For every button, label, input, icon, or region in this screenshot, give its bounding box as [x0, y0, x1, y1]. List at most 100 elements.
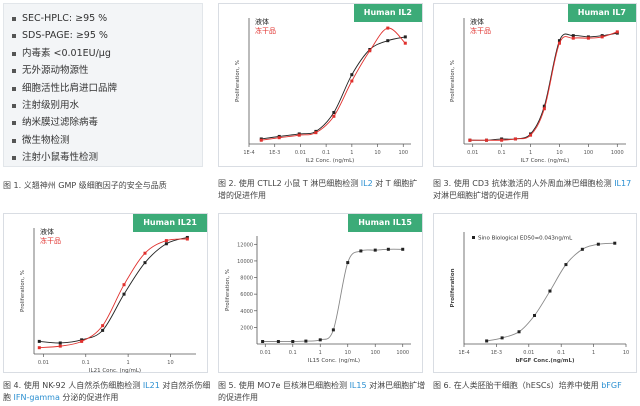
- data-point: [403, 41, 407, 45]
- y-tick-label: 10000: [237, 259, 253, 265]
- series-line: [261, 27, 406, 141]
- x-axis-label: IL21 Conc. (ng/mL): [89, 368, 141, 374]
- legend-label: 冻干品: [40, 236, 61, 245]
- data-point: [386, 247, 390, 251]
- series-line: [39, 237, 188, 344]
- x-tick-label: 100: [370, 350, 380, 356]
- y-tick-label: 12000: [237, 242, 253, 248]
- feature-item: 微生物检测: [12, 132, 194, 149]
- x-tick-label: 0.1: [498, 150, 506, 156]
- caption-highlight: IL2: [360, 179, 373, 188]
- feature-item: SEC-HPLC: ≥95 %: [12, 10, 194, 27]
- data-point: [164, 242, 168, 246]
- data-point: [548, 289, 552, 293]
- legend-label: 冻干品: [255, 26, 276, 35]
- x-tick-label: 100: [398, 150, 408, 156]
- x-tick-label: 10: [623, 350, 629, 356]
- caption-fig3: 图 3. 使用 CD3 抗体激活的人外周血淋巴细胞检测 IL17 对淋巴细胞扩增…: [433, 178, 638, 202]
- caption-fig4: 图 4. 使用 NK-92 人自然杀伤细胞检测 IL21 对自然杀伤细胞 IFN…: [3, 380, 213, 404]
- x-tick-label: 1: [127, 360, 130, 366]
- data-point: [557, 41, 561, 45]
- x-tick-label: 0.01: [523, 350, 534, 356]
- caption-fig6: 图 6. 在人类胚胎干细胞（hESCs）培养中使用 bFGF: [433, 380, 638, 392]
- y-axis-label: Proliferation, %: [20, 270, 26, 312]
- data-point: [297, 133, 301, 137]
- feature-item: 注射级别用水: [12, 97, 194, 114]
- legend-label: 液体: [470, 17, 484, 26]
- feature-item: 内毒素 <0.01EU/μg: [12, 45, 194, 62]
- data-point: [373, 248, 377, 252]
- y-tick-label: 2000: [240, 325, 253, 331]
- caption-text: 图 5. 使用 MO7e 巨核淋巴细胞检测: [218, 381, 350, 390]
- legend-marker: [472, 236, 475, 239]
- x-tick-label: 1: [350, 150, 353, 156]
- data-point: [571, 34, 575, 38]
- x-tick-label: 0.1: [82, 360, 90, 366]
- data-point: [318, 338, 322, 342]
- data-point: [185, 235, 189, 239]
- x-tick-label: 1000: [396, 350, 409, 356]
- data-point: [386, 39, 390, 43]
- y-tick-label: 8000: [240, 276, 253, 282]
- chart-tag: Human IL2: [353, 4, 422, 22]
- data-point: [304, 339, 308, 343]
- x-tick-label: 0.01: [467, 150, 478, 156]
- x-tick-label: 0.1: [557, 350, 565, 356]
- x-tick-label: 0.01: [38, 360, 49, 366]
- data-point: [277, 136, 281, 140]
- x-tick-label: 1E-3: [491, 350, 502, 356]
- caption-fig2: 图 2. 使用 CTLL2 小鼠 T 淋巴细胞检测 IL2 对 T 细胞扩增的促…: [218, 178, 423, 202]
- y-axis-label: Proliferation, %: [225, 269, 231, 311]
- x-tick-label: 10: [167, 360, 173, 366]
- x-tick-label: 100: [584, 150, 594, 156]
- feature-item: SDS-PAGE: ≥95 %: [12, 27, 194, 44]
- chart-svg: 0.01 0.1 1 10 IL21 Conc. (ng/mL) Proliferatio…: [20, 227, 196, 374]
- data-point: [314, 131, 318, 135]
- caption-text: 图 6. 在人类胚胎干细胞（hESCs）培养中使用: [433, 381, 602, 390]
- data-point: [401, 247, 405, 251]
- y-axis-label: Proliferation: [450, 268, 456, 307]
- data-point: [37, 339, 41, 343]
- x-axis-label: IL7 Conc. (ng/mL): [521, 158, 570, 164]
- data-point: [600, 35, 604, 39]
- x-tick-label: 1E-3: [269, 150, 280, 156]
- caption-text: 图 4. 使用 NK-92 人自然杀伤细胞检测: [3, 381, 143, 390]
- data-point: [261, 340, 265, 344]
- series-line: [39, 238, 188, 349]
- caption-text: 对自然杀伤细胞: [3, 381, 211, 402]
- data-point: [122, 283, 126, 287]
- x-tick-label: 10: [374, 150, 380, 156]
- chart-bfgf: 1E-4 1E-3 0.01 0.1 1 10 bFGF Conc.(ng/mL) Proli…: [433, 213, 637, 373]
- chart-svg: 0.01 0.1 1 10 100 1000 2000 4000 6000 8000 10000 12…: [225, 236, 411, 364]
- data-point: [386, 26, 390, 30]
- data-point: [542, 104, 546, 108]
- caption-text: 图 3. 使用 CD3 抗体激活的人外周血淋巴细胞检测: [433, 179, 615, 188]
- feature-list-box: SEC-HPLC: ≥95 % SDS-PAGE: ≥95 % 内毒素 <0.0…: [3, 3, 203, 167]
- y-tick-label: 4000: [240, 309, 253, 315]
- data-point: [557, 39, 561, 43]
- x-tick-label: 0.01: [295, 150, 306, 156]
- series-line: [261, 36, 406, 140]
- data-point: [291, 340, 295, 344]
- feature-item: 纳米膜过滤除病毒: [12, 114, 194, 131]
- series-line: [262, 248, 403, 342]
- data-point: [485, 138, 489, 142]
- x-tick-label: 0.01: [260, 350, 271, 356]
- data-point: [529, 133, 533, 137]
- y-axis-label: Proliferation, %: [235, 60, 241, 102]
- data-point: [533, 313, 537, 317]
- data-point: [513, 137, 517, 141]
- x-tick-label: 1E-4: [243, 150, 254, 156]
- feature-list: SEC-HPLC: ≥95 % SDS-PAGE: ≥95 % 内毒素 <0.0…: [12, 10, 194, 167]
- x-axis-label: IL2 Conc. (ng/mL): [306, 158, 355, 164]
- data-point: [122, 292, 126, 296]
- data-point: [613, 241, 617, 245]
- chart-svg: 0.01 0.1 1 10 100 1000 IL7 Conc. (ng/mL) Prolif…: [450, 17, 626, 164]
- y-tick-label: 6000: [240, 292, 253, 298]
- legend-label: Sino Biological ED50=0.043ng/mL: [478, 236, 573, 242]
- legend-label: 液体: [40, 227, 54, 236]
- x-axis-label: bFGF Conc.(ng/mL): [515, 358, 575, 364]
- series-line: [469, 32, 618, 141]
- chart-il17: 0.01 0.1 1 10 100 1000 IL7 Conc. (ng/mL) Prolif…: [433, 3, 637, 167]
- data-point: [350, 79, 354, 83]
